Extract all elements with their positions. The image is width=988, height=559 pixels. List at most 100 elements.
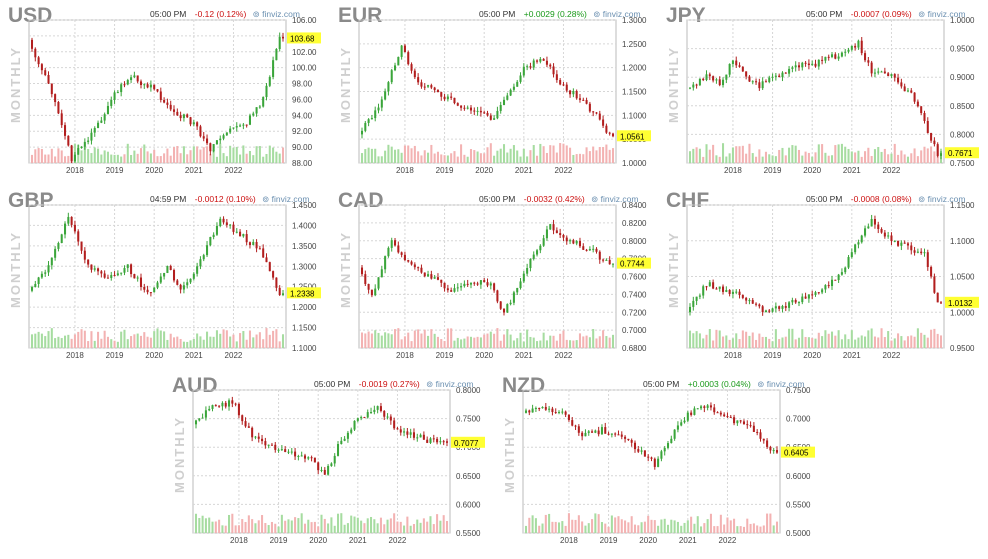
candle-body — [106, 105, 109, 115]
source-link[interactable]: ⊚ finviz.com — [252, 9, 300, 19]
candle-body — [715, 288, 718, 290]
volume-bar — [44, 336, 47, 348]
candle-body — [545, 229, 548, 239]
candle-body — [496, 110, 499, 119]
volume-bar — [766, 513, 769, 533]
volume-bar — [153, 331, 156, 348]
volume-bar — [252, 337, 255, 348]
source-label: finviz.com — [600, 194, 639, 204]
volume-bar — [745, 153, 748, 163]
volume-bar — [192, 146, 195, 163]
candle-body — [176, 280, 179, 285]
chart-panel-jpy[interactable]: JPY MONTHLY 05:00 PM -0.0007 (0.09%) ⊚ f… — [660, 3, 980, 186]
volume-bar — [255, 146, 258, 163]
volume-bar — [239, 333, 242, 348]
volume-bar — [582, 154, 585, 163]
volume-bar — [650, 519, 653, 533]
volume-bar — [242, 145, 245, 163]
volume-bar — [768, 154, 771, 163]
volume-bar — [189, 340, 192, 348]
volume-bar — [493, 333, 496, 348]
chart-panel-chf[interactable]: CHF MONTHLY 05:00 PM -0.0008 (0.08%) ⊚ f… — [660, 188, 980, 371]
volume-bar — [199, 149, 202, 163]
source-link[interactable]: ⊚ finviz.com — [262, 194, 310, 204]
candle-body — [516, 81, 519, 87]
candle-body — [146, 289, 149, 293]
volume-bar — [64, 156, 67, 163]
volume-bar — [807, 337, 810, 348]
volume-bar — [222, 329, 225, 348]
quote-time: 05:00 PM — [643, 379, 680, 389]
volume-bar — [229, 145, 232, 163]
volume-bar — [830, 331, 834, 348]
volume-bar — [333, 525, 336, 533]
chart-panel-nzd[interactable]: NZD MONTHLY 05:00 PM +0.0003 (0.04%) ⊚ f… — [496, 373, 816, 556]
volume-bar — [916, 156, 919, 163]
x-tick-label: 2020 — [309, 536, 327, 545]
candle-body — [761, 81, 764, 89]
candle-body — [275, 277, 278, 288]
candle-body — [683, 420, 686, 423]
x-tick-label: 2021 — [679, 536, 697, 545]
volume-bar — [499, 148, 502, 163]
volume-bar — [827, 155, 830, 163]
candle-body — [384, 256, 387, 270]
candle-body — [73, 154, 76, 162]
volume-bar — [761, 336, 764, 348]
volume-bar — [453, 340, 456, 348]
candle-body — [811, 63, 814, 66]
candle-body — [751, 81, 754, 83]
x-tick-label: 2022 — [883, 166, 901, 175]
candle-body — [827, 56, 830, 58]
volume-bar — [430, 144, 433, 163]
chart-panel-aud[interactable]: AUD MONTHLY 05:00 PM -0.0019 (0.27%) ⊚ f… — [166, 373, 486, 556]
candle-body — [100, 271, 103, 274]
chart-panel-cad[interactable]: CAD MONTHLY 05:00 PM -0.0032 (0.42%) ⊚ f… — [332, 188, 652, 371]
volume-bar — [708, 149, 711, 163]
volume-bar — [660, 519, 663, 533]
volume-bar — [519, 332, 522, 348]
source-link[interactable]: ⊚ finviz.com — [593, 9, 641, 19]
candle-body — [702, 78, 705, 81]
candle-body — [562, 234, 565, 238]
source-link[interactable]: ⊚ finviz.com — [918, 194, 966, 204]
candle-body — [463, 107, 466, 109]
candle-body — [774, 306, 777, 309]
volume-bar — [215, 330, 218, 348]
volume-bar — [880, 151, 883, 163]
volume-bar — [397, 328, 400, 348]
candlestick-chart: 0.80000.75000.70000.65000.60000.55002018… — [192, 386, 485, 545]
source-link[interactable]: ⊚ finviz.com — [918, 9, 966, 19]
chart-panel-gbp[interactable]: GBP MONTHLY 04:59 PM -0.0012 (0.10%) ⊚ f… — [2, 188, 322, 371]
candlestick-chart: 0.75000.70000.65000.60000.55000.50002018… — [522, 386, 815, 545]
volume-bar — [412, 524, 415, 533]
source-link[interactable]: ⊚ finviz.com — [426, 379, 474, 389]
candle-body — [735, 291, 738, 293]
x-tick-label: 2022 — [555, 166, 573, 175]
candle-body — [420, 82, 423, 87]
volume-bar — [725, 335, 728, 348]
volume-bar — [605, 144, 608, 163]
chart-panel-usd[interactable]: USD MONTHLY 05:00 PM -0.12 (0.12%) ⊚ fin… — [2, 3, 322, 186]
candle-body — [610, 433, 613, 435]
volume-bar — [817, 144, 820, 163]
candle-body — [370, 118, 373, 120]
y-tick-label: 0.9500 — [950, 45, 975, 54]
x-tick-label: 2020 — [475, 351, 493, 360]
source-link[interactable]: ⊚ finviz.com — [591, 194, 639, 204]
candle-body — [340, 440, 343, 445]
volume-bar — [380, 156, 383, 163]
volume-bar — [67, 334, 70, 348]
volume-bar — [225, 156, 228, 163]
volume-bar — [633, 524, 637, 533]
candle-body — [450, 290, 453, 292]
source-link[interactable]: ⊚ finviz.com — [757, 379, 805, 389]
chart-panel-eur[interactable]: EUR MONTHLY 05:00 PM +0.0029 (0.28%) ⊚ f… — [332, 3, 652, 186]
volume-bar — [804, 336, 807, 348]
volume-bar — [356, 517, 359, 533]
candle-body — [712, 76, 715, 81]
volume-bar — [201, 515, 204, 533]
candle-body — [552, 224, 555, 231]
volume-bar — [116, 341, 119, 348]
volume-bar — [476, 336, 479, 348]
